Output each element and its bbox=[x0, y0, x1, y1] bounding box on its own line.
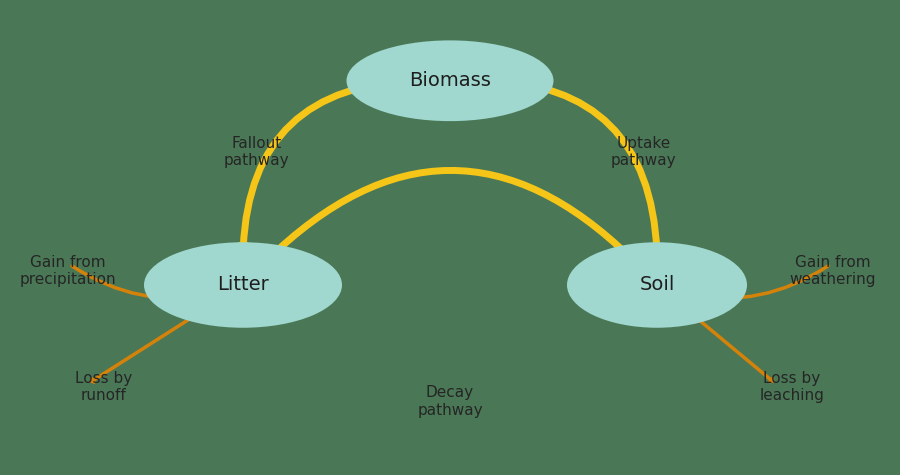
Text: Gain from
precipitation: Gain from precipitation bbox=[19, 255, 116, 287]
Text: Loss by
runoff: Loss by runoff bbox=[75, 371, 132, 403]
Ellipse shape bbox=[144, 242, 342, 328]
Text: Uptake
pathway: Uptake pathway bbox=[611, 136, 676, 168]
Text: Decay
pathway: Decay pathway bbox=[418, 385, 482, 418]
Text: Gain from
weathering: Gain from weathering bbox=[789, 255, 876, 287]
Text: Litter: Litter bbox=[217, 276, 269, 294]
Text: Loss by
leaching: Loss by leaching bbox=[760, 371, 824, 403]
Ellipse shape bbox=[567, 242, 747, 328]
Text: Soil: Soil bbox=[639, 276, 675, 294]
Ellipse shape bbox=[346, 40, 554, 121]
Text: Fallout
pathway: Fallout pathway bbox=[224, 136, 289, 168]
Text: Biomass: Biomass bbox=[410, 71, 490, 90]
